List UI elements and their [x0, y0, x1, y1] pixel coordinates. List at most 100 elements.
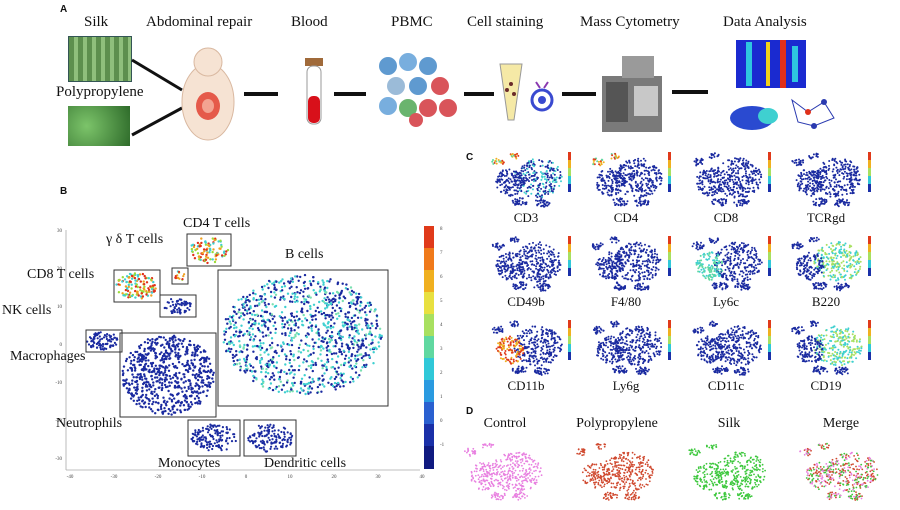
colorbar-tick-label: 4	[440, 323, 443, 328]
marker-tsne-plot	[592, 320, 671, 376]
y-tick-label: 30	[57, 229, 63, 234]
mini-colorbar-segment	[768, 236, 771, 244]
silk-mesh-image	[68, 36, 132, 82]
marker-label: CD11b	[507, 378, 545, 393]
monocytes-box	[187, 419, 241, 457]
mini-colorbar-segment	[868, 268, 871, 276]
marker-label: F4/80	[610, 294, 642, 309]
colorbar-tick-label: 7	[440, 251, 443, 256]
mini-colorbar-segment	[568, 236, 571, 244]
marker-panel: CD11b	[480, 316, 574, 393]
x-tick-label: 30	[376, 475, 382, 480]
mini-colorbar-segment	[668, 260, 671, 268]
arrow-3	[464, 92, 494, 96]
colorbar-segment	[424, 270, 434, 293]
pbmc-label: PBMC	[391, 14, 433, 30]
condition-tsne-plot	[464, 442, 543, 501]
marker-tsne-plot	[491, 152, 571, 208]
condition-panel: Polypropylene	[562, 416, 672, 501]
mini-colorbar-segment	[868, 184, 871, 192]
mini-colorbar-segment	[668, 168, 671, 176]
mini-colorbar-segment	[668, 352, 671, 360]
marker-tsne-plot	[693, 152, 771, 207]
condition-label: Merge	[822, 416, 860, 431]
marker-label: CD49b	[507, 294, 545, 309]
marker-tsne-plot	[491, 236, 571, 292]
mini-colorbar-segment	[868, 176, 871, 184]
polypropylene-label: Polypropylene	[56, 84, 144, 100]
colorbar-segment	[424, 402, 434, 425]
marker-panel: F4/80	[580, 232, 674, 309]
cd4-t-cells-label: CD4 T cells	[183, 216, 251, 231]
panel-a-letter: A	[60, 4, 68, 15]
mini-colorbar-segment	[768, 244, 771, 252]
gd-t-cells-box	[171, 267, 189, 285]
mini-colorbar-segment	[868, 152, 871, 160]
marker-label: CD19	[810, 378, 842, 393]
polypropylene-mesh-image	[68, 106, 130, 146]
mini-colorbar-segment	[668, 252, 671, 260]
mini-colorbar-segment	[568, 344, 571, 352]
marker-tsne-plot	[491, 320, 571, 376]
x-tick-label: -20	[155, 475, 162, 480]
gd-t-cells-label: γ δ T cells	[106, 232, 164, 247]
colorbar-tick-label: 8	[440, 227, 443, 232]
mini-colorbar-segment	[568, 160, 571, 168]
mini-colorbar-segment	[868, 252, 871, 260]
mini-colorbar-segment	[868, 352, 871, 360]
tsne-thumbnail	[730, 106, 778, 130]
mini-colorbar-segment	[668, 336, 671, 344]
mini-colorbar-segment	[668, 184, 671, 192]
colorbar-segment	[424, 380, 434, 403]
colorbar-tick-label: 2	[440, 371, 443, 376]
mini-colorbar-segment	[768, 176, 771, 184]
mini-colorbar-segment	[868, 168, 871, 176]
condition-tsne-plot	[688, 444, 766, 501]
y-tick-label: -10	[55, 381, 62, 386]
cd8-t-cells-box	[113, 269, 161, 303]
y-tick-label: -30	[55, 457, 62, 462]
mini-colorbar-segment	[668, 152, 671, 160]
mini-colorbar-segment	[568, 176, 571, 184]
neutrophils-label: Neutrophils	[56, 416, 123, 431]
panel-c-letter: C	[466, 152, 474, 163]
mini-colorbar-segment	[568, 268, 571, 276]
mini-colorbar-segment	[668, 328, 671, 336]
macrophages-box	[85, 329, 123, 353]
pbmc-cells-icon	[379, 53, 457, 127]
dendritic-cells-box	[243, 419, 297, 457]
nk-cells-box	[159, 294, 197, 318]
mini-colorbar-segment	[768, 252, 771, 260]
condition-panel: Merge	[786, 416, 896, 501]
x-tick-label: -10	[199, 475, 206, 480]
condition-label: Silk	[717, 416, 741, 431]
silk-label: Silk	[84, 14, 109, 30]
x-tick-label: 20	[332, 475, 338, 480]
b-cells-label: B cells	[285, 247, 324, 262]
monocytes-label: Monocytes	[158, 456, 221, 471]
marker-tsne-plot	[791, 236, 871, 292]
colorbar-tick-label: 0	[440, 419, 443, 424]
mini-colorbar-segment	[868, 160, 871, 168]
blood-label: Blood	[291, 14, 328, 30]
mini-colorbar-segment	[568, 244, 571, 252]
mini-colorbar-segment	[668, 176, 671, 184]
mini-colorbar-segment	[568, 252, 571, 260]
colorbar-segment	[424, 292, 434, 315]
mini-colorbar-segment	[668, 236, 671, 244]
cell-staining-icon	[499, 63, 554, 121]
colorbar-segment	[424, 248, 434, 271]
arrow-2	[334, 92, 366, 96]
colorbar-segment	[424, 446, 434, 469]
condition-tsne-plot	[576, 443, 654, 501]
marker-panel: Ly6c	[680, 232, 774, 309]
mini-colorbar-segment	[668, 160, 671, 168]
mass-cytometer-icon	[602, 56, 662, 132]
marker-tsne-plot	[691, 236, 771, 291]
mini-colorbar-segment	[868, 336, 871, 344]
mouse-icon	[181, 47, 235, 141]
arrow-5	[672, 90, 708, 94]
colorbar-segment	[424, 358, 434, 381]
mass-cytometry-label: Mass Cytometry	[580, 14, 680, 30]
